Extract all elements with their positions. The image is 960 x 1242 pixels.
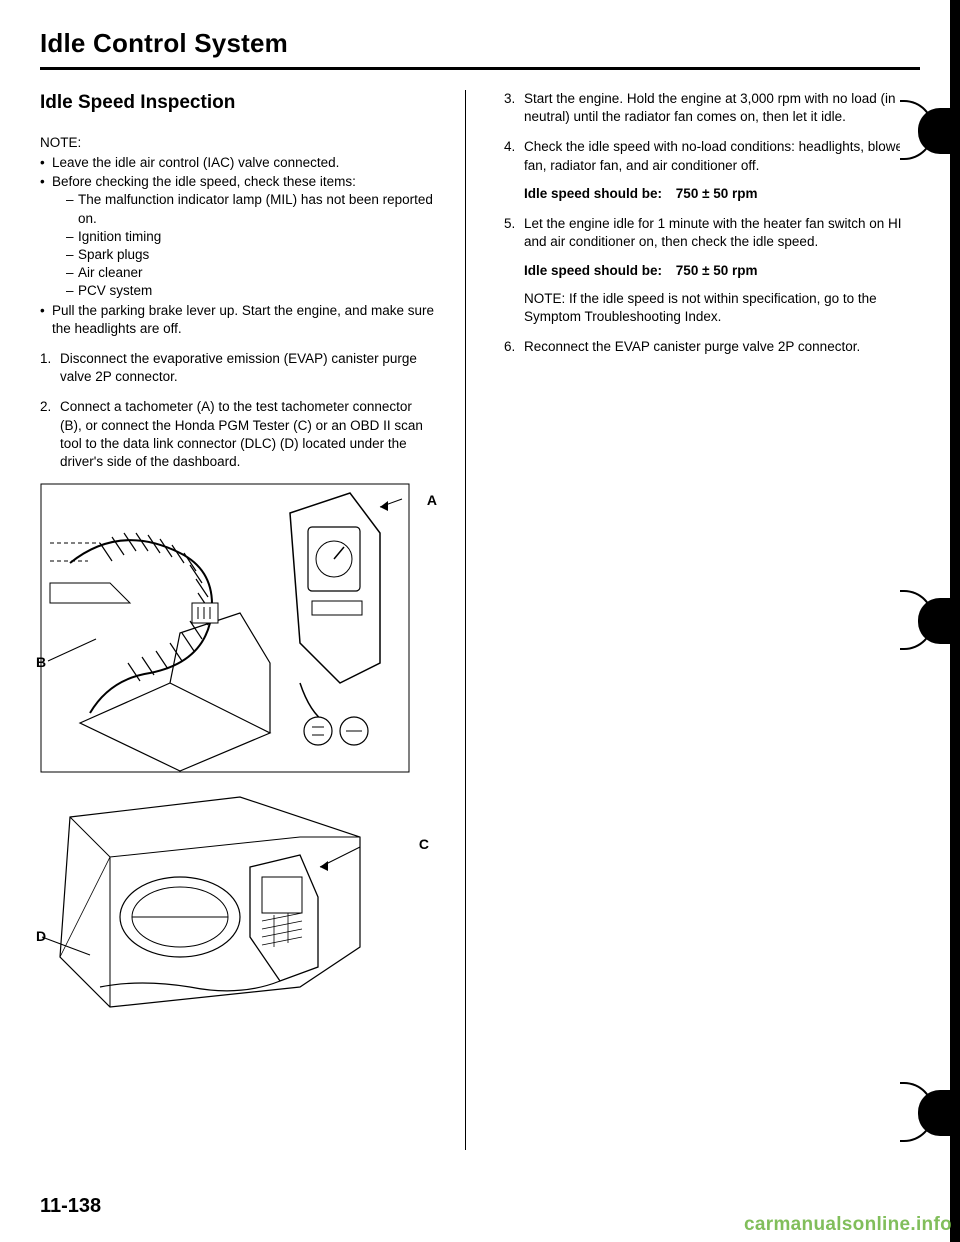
spec-label: Idle speed should be: (524, 263, 662, 278)
bullet-item: Pull the parking brake lever up. Start t… (40, 302, 435, 338)
dash-item: The malfunction indicator lamp (MIL) has… (66, 191, 435, 227)
label-d: D (36, 927, 46, 946)
spec-line: Idle speed should be: 750 ± 50 rpm (524, 262, 920, 280)
watermark: carmanualsonline.info (744, 1214, 952, 1236)
dash-item: Spark plugs (66, 246, 435, 264)
step-item: 3. Start the engine. Hold the engine at … (504, 90, 920, 126)
spec-label: Idle speed should be: (524, 186, 662, 201)
dash-item: Ignition timing (66, 228, 435, 246)
step-text: Reconnect the EVAP canister purge valve … (524, 339, 860, 354)
step-number: 6. (504, 338, 515, 356)
title-rule (40, 67, 920, 70)
page-number: 11-138 (40, 1195, 101, 1218)
dash-list: The malfunction indicator lamp (MIL) has… (52, 191, 435, 300)
step-text: Start the engine. Hold the engine at 3,0… (524, 91, 896, 124)
step-text: Check the idle speed with no-load condit… (524, 139, 907, 172)
bullet-item: Leave the idle air control (IAC) valve c… (40, 154, 435, 172)
step-number: 4. (504, 138, 515, 156)
label-b: B (36, 653, 46, 672)
binding-notch (918, 1090, 952, 1136)
step-item: 2. Connect a tachometer (A) to the test … (40, 398, 435, 471)
step-text: Disconnect the evaporative emission (EVA… (60, 351, 417, 384)
note-bullet-list: Leave the idle air control (IAC) valve c… (40, 154, 435, 338)
bullet-text: Leave the idle air control (IAC) valve c… (52, 155, 339, 170)
page-container: Idle Control System Idle Speed Inspectio… (0, 0, 960, 1242)
note-label: NOTE: (40, 134, 435, 152)
binding-notch (918, 598, 952, 644)
label-a: A (427, 491, 437, 510)
spec-value: 750 ± 50 rpm (676, 186, 758, 201)
step-item: 6. Reconnect the EVAP canister purge val… (504, 338, 920, 356)
dash-item: Air cleaner (66, 264, 435, 282)
dashboard-diagram-svg (40, 787, 380, 1027)
bullet-item: Before checking the idle speed, check th… (40, 173, 435, 301)
binding-edge (900, 0, 960, 1242)
diagram-engine: A B (40, 483, 435, 773)
step-note: NOTE: If the idle speed is not within sp… (524, 290, 920, 326)
label-c: C (419, 835, 429, 854)
step-item: 5. Let the engine idle for 1 minute with… (504, 215, 920, 326)
column-divider (465, 90, 466, 1150)
step-text: Let the engine idle for 1 minute with th… (524, 216, 901, 249)
step-number: 3. (504, 90, 515, 108)
content-columns: Idle Speed Inspection NOTE: Leave the id… (40, 90, 920, 1150)
dash-item: PCV system (66, 282, 435, 300)
step-item: 4. Check the idle speed with no-load con… (504, 138, 920, 203)
engine-diagram-svg (40, 483, 410, 773)
diagram-dashboard: C D (40, 787, 435, 1027)
right-column: 3. Start the engine. Hold the engine at … (496, 90, 920, 1150)
binding-notch (918, 108, 952, 154)
bullet-text: Before checking the idle speed, check th… (52, 174, 356, 189)
step-number: 5. (504, 215, 515, 233)
bullet-text: Pull the parking brake lever up. Start t… (52, 303, 434, 336)
spec-line: Idle speed should be: 750 ± 50 rpm (524, 185, 920, 203)
spec-value: 750 ± 50 rpm (676, 263, 758, 278)
title-section: Idle Control System (40, 28, 920, 59)
right-step-list: 3. Start the engine. Hold the engine at … (504, 90, 920, 356)
step-number: 1. (40, 350, 51, 368)
step-number: 2. (40, 398, 51, 416)
step-item: 1. Disconnect the evaporative emission (… (40, 350, 435, 386)
sub-title: Idle Speed Inspection (40, 90, 435, 116)
main-title: Idle Control System (40, 28, 920, 59)
step-text: Connect a tachometer (A) to the test tac… (60, 399, 423, 469)
left-column: Idle Speed Inspection NOTE: Leave the id… (40, 90, 435, 1150)
left-step-list: 1. Disconnect the evaporative emission (… (40, 350, 435, 471)
